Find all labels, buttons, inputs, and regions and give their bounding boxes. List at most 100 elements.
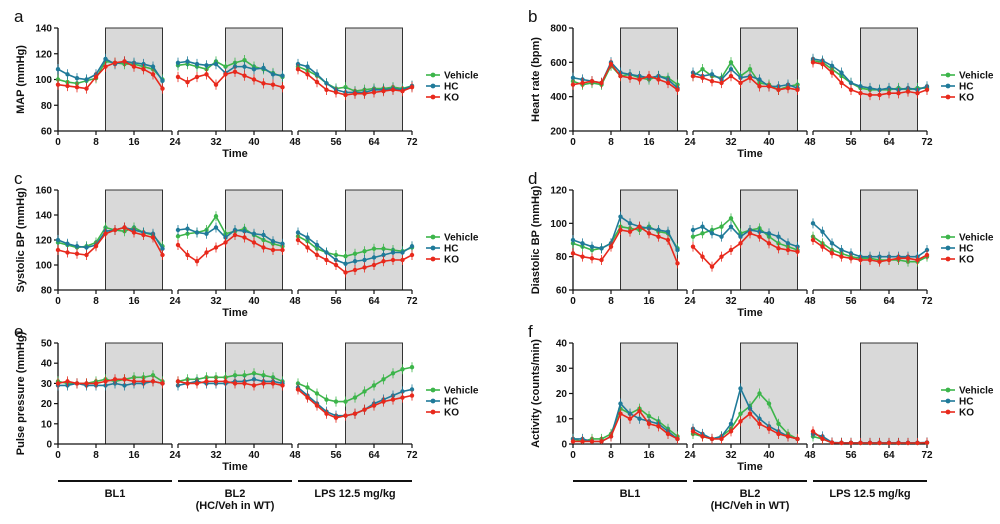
data-point	[747, 231, 753, 236]
data-point	[160, 381, 165, 386]
data-point	[333, 262, 339, 268]
data-point	[580, 254, 585, 259]
data-point	[242, 235, 247, 240]
y-tick-label: 50	[41, 339, 53, 350]
y-tick-label: 160	[35, 186, 52, 197]
data-point	[905, 89, 911, 94]
series-ko	[55, 222, 415, 278]
y-tick-label: 60	[41, 127, 53, 138]
data-point	[665, 431, 671, 437]
y-tick-label: 10	[556, 414, 568, 425]
data-point	[829, 251, 835, 256]
data-point	[924, 440, 930, 445]
dark-period	[345, 27, 403, 132]
data-point	[675, 436, 680, 442]
data-point	[381, 88, 386, 94]
panel-d: d 60 80 100 120 Diastolic BP (mmHg) 0 8 16 24 32 40…	[528, 169, 994, 319]
data-point	[362, 407, 367, 412]
y-tick-label: 120	[35, 49, 52, 60]
x-tick-label: 24	[684, 450, 696, 461]
data-point	[251, 231, 257, 236]
x-tick-label: 64	[883, 296, 895, 307]
legend-label: Vehicle	[959, 233, 994, 244]
data-point	[381, 259, 386, 264]
legend-marker	[945, 256, 951, 262]
y-axis-label: Diastolic BP (mmHg)	[530, 185, 542, 294]
condition-sublabel: (HC/Veh in WT)	[711, 500, 790, 512]
data-point	[776, 246, 781, 251]
data-point	[362, 249, 367, 254]
data-point	[324, 250, 329, 255]
legend-marker	[945, 398, 951, 404]
y-tick-label: 400	[550, 92, 567, 103]
data-point	[390, 250, 396, 255]
data-point	[785, 434, 791, 439]
data-point	[867, 92, 873, 98]
y-tick-label: 20	[41, 399, 53, 410]
data-point	[738, 419, 743, 424]
data-point	[333, 90, 339, 95]
data-point	[122, 377, 127, 382]
data-point	[785, 247, 791, 253]
data-point	[400, 257, 405, 263]
data-point	[314, 403, 320, 408]
data-point	[757, 77, 762, 82]
data-point	[371, 255, 377, 260]
panel-c: c 80 100 120 140 160 Systolic BP (mmHg) 0 8 16 24 3…	[14, 169, 479, 319]
data-point	[352, 91, 358, 96]
x-tick-label: 16	[128, 137, 140, 148]
data-point	[141, 67, 146, 72]
panel-e: e 0 10 20 30 40 50 Pulse pressure (mmHg) 0 8 16 24 3…	[14, 322, 479, 473]
x-tick-label: 48	[804, 450, 816, 461]
data-point	[242, 64, 247, 69]
data-point	[175, 227, 181, 233]
x-tick-label: 0	[55, 450, 61, 461]
data-point	[915, 91, 920, 96]
x-tick-label: 8	[93, 137, 99, 148]
data-point	[242, 57, 247, 63]
data-point	[242, 73, 247, 78]
data-point	[570, 439, 576, 444]
data-point	[400, 389, 405, 394]
panel-letter: c	[14, 169, 23, 188]
data-point	[204, 72, 209, 77]
legend-label: KO	[444, 408, 459, 419]
y-tick-label: 100	[35, 75, 52, 86]
x-tick-label: 8	[93, 296, 99, 307]
data-point	[270, 72, 276, 77]
data-point	[213, 379, 219, 384]
legend-label: HC	[444, 244, 458, 255]
data-point	[213, 225, 219, 230]
data-point	[65, 83, 70, 89]
data-point	[362, 257, 367, 263]
y-axis-label: Systolic BP (mmHg)	[15, 187, 27, 292]
data-point	[270, 247, 276, 253]
data-point	[122, 59, 127, 64]
y-tick-label: 100	[550, 219, 567, 230]
x-tick-label: 32	[725, 450, 737, 461]
data-point	[646, 231, 652, 236]
data-point	[848, 87, 854, 93]
data-point	[84, 381, 89, 386]
data-point	[829, 440, 835, 445]
data-point	[820, 436, 825, 442]
data-point	[820, 61, 825, 67]
data-point	[381, 252, 386, 258]
data-point	[738, 386, 743, 391]
x-tick-label: 72	[406, 296, 418, 307]
data-point	[280, 247, 285, 253]
data-point	[839, 70, 844, 75]
data-point	[757, 391, 762, 396]
data-point	[305, 72, 310, 77]
data-point	[390, 371, 396, 376]
data-point	[362, 265, 367, 270]
data-point	[352, 411, 358, 416]
data-point	[709, 72, 715, 77]
data-point	[728, 60, 734, 65]
x-tick-label: 0	[55, 137, 61, 148]
data-point	[700, 224, 705, 229]
data-point	[150, 64, 156, 69]
data-point	[738, 234, 743, 239]
data-point	[728, 67, 734, 72]
data-point	[175, 242, 181, 248]
